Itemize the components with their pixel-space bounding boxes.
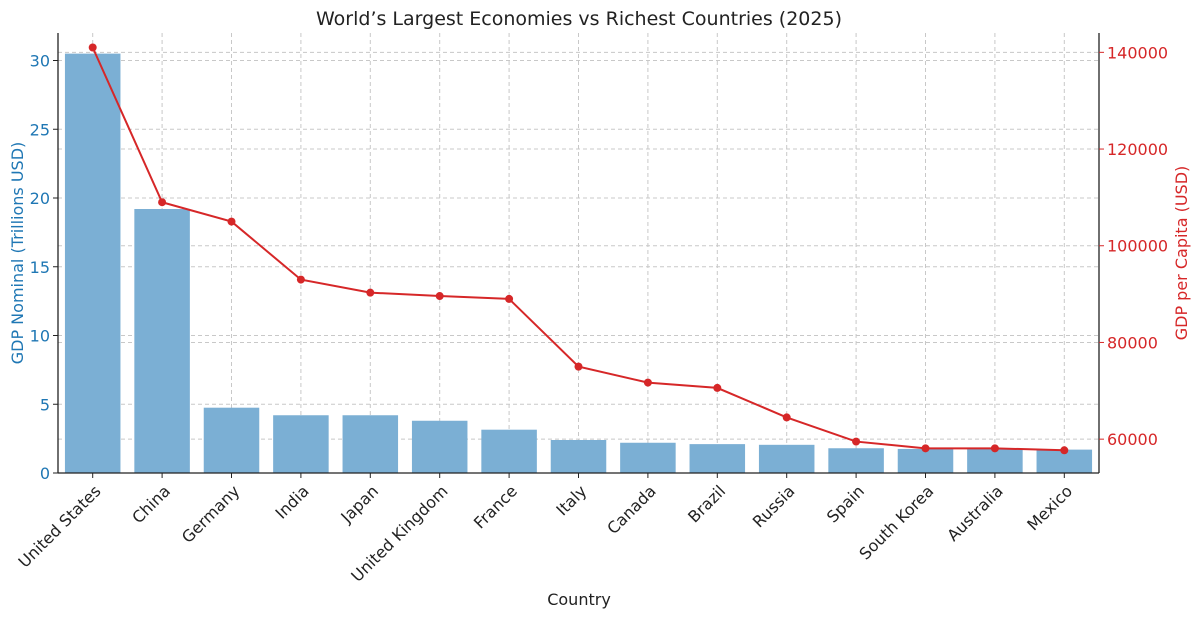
x-tick-label: Brazil [684, 481, 729, 526]
bar-series [64, 53, 1093, 473]
line-point [296, 275, 305, 284]
bar [620, 442, 676, 473]
left-tick-label: 10 [30, 327, 50, 346]
x-tick-label: South Korea [855, 481, 937, 563]
x-tick-label: France [470, 481, 521, 532]
line-point [921, 444, 930, 453]
bar [828, 448, 884, 473]
x-tick-label: Japan [336, 481, 382, 527]
x-tick-label: Australia [943, 481, 1006, 544]
line-point [505, 294, 514, 303]
chart-title: World’s Largest Economies vs Richest Cou… [316, 8, 842, 30]
bar [689, 444, 746, 473]
bar [411, 420, 468, 473]
left-tick-label: 30 [30, 52, 50, 71]
x-axis-label: Country [547, 590, 611, 609]
line-point [643, 378, 652, 387]
left-axis-ticks: 0 5 10 15 20 25 30 [30, 52, 58, 483]
series-line [91, 47, 1065, 452]
bar [550, 440, 607, 473]
left-tick-label: 15 [30, 258, 50, 277]
line-point [713, 383, 722, 392]
x-axis-ticks: United States China Germany India JapanUnite… [15, 473, 1076, 586]
right-tick-label: 140000 [1107, 43, 1168, 62]
bar [897, 448, 954, 473]
bar [1036, 449, 1093, 473]
x-tick-label: China [128, 481, 174, 527]
bar [273, 415, 329, 473]
bar [203, 407, 260, 473]
line-point [990, 444, 999, 453]
x-tick-label: United States [15, 481, 105, 571]
x-tick-label: Mexico [1023, 481, 1076, 534]
gridlines [58, 33, 1099, 474]
right-axis-label: GDP per Capita (USD) [1172, 166, 1191, 341]
x-tick-label: Spain [823, 481, 868, 526]
right-tick-label: 60000 [1107, 430, 1158, 449]
left-tick-label: 0 [40, 464, 50, 483]
left-axis-label: GDP Nominal (Trillions USD) [8, 142, 27, 365]
line-point [435, 292, 444, 301]
bar [758, 444, 815, 473]
bar [134, 209, 190, 473]
line-series [88, 43, 1069, 455]
bar [64, 53, 121, 473]
line-point [366, 288, 375, 297]
bar [342, 415, 399, 473]
line-point [574, 362, 583, 371]
right-axis-ticks: 60000 80000 100000 120000 140000 [1099, 43, 1168, 449]
x-tick-label: India [272, 481, 313, 522]
left-tick-label: 5 [40, 395, 50, 414]
left-tick-label: 20 [30, 189, 50, 208]
line-point [88, 43, 97, 52]
line-point [852, 437, 861, 446]
right-tick-label: 120000 [1107, 140, 1168, 159]
line-point [227, 217, 236, 226]
right-tick-label: 100000 [1107, 237, 1168, 256]
x-tick-label: Germany [178, 481, 243, 546]
x-tick-label: Italy [552, 481, 590, 519]
bar [481, 429, 537, 473]
left-tick-label: 25 [30, 120, 50, 139]
line-point [782, 413, 791, 422]
x-tick-label: Russia [749, 481, 799, 531]
line-point [158, 198, 167, 207]
right-tick-label: 80000 [1107, 333, 1158, 352]
x-tick-label: Canada [603, 481, 659, 537]
bar [967, 448, 1023, 473]
line-point [1060, 446, 1069, 455]
